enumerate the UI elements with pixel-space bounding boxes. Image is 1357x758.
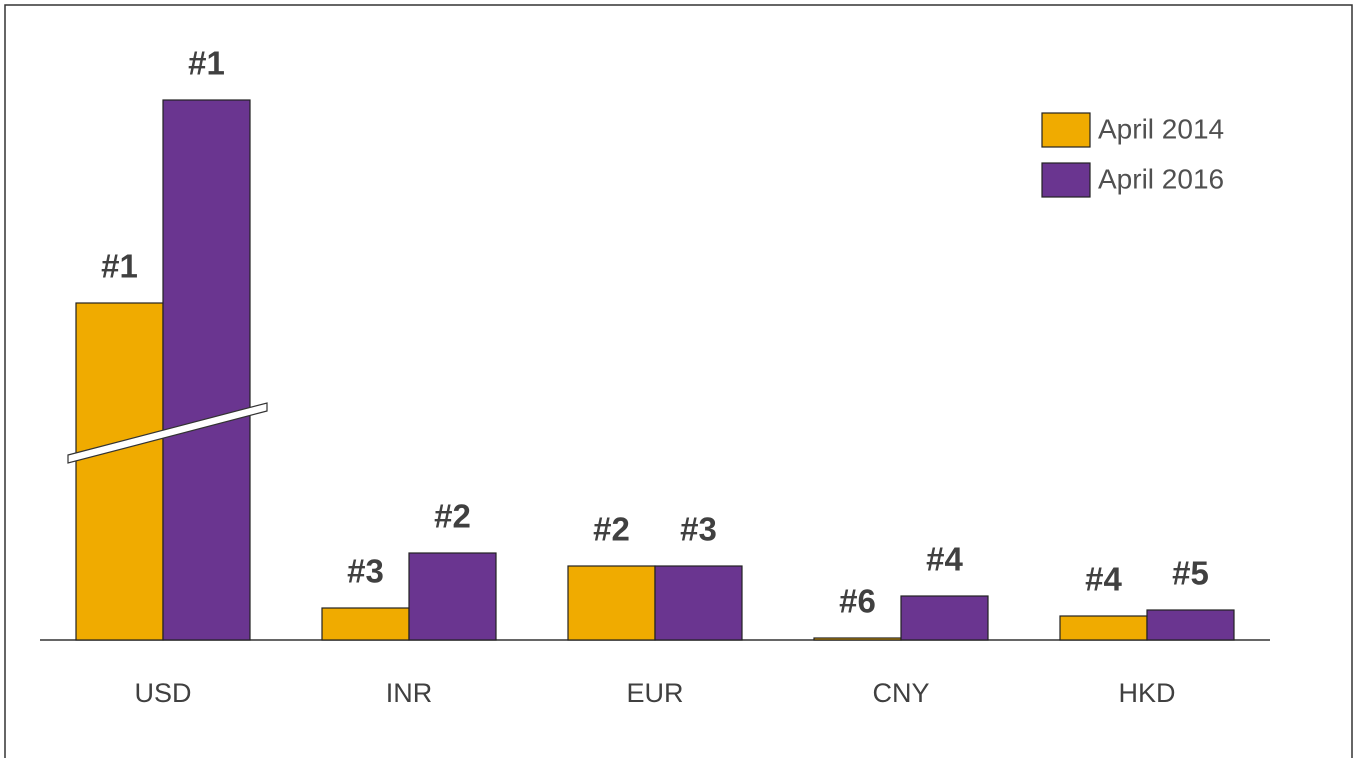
- bar: [408, 552, 497, 641]
- legend-label: April 2016: [1098, 163, 1224, 194]
- x-tick-label: CNY: [872, 678, 929, 708]
- legend-swatch: [1041, 112, 1091, 148]
- rank-label: #5: [1172, 555, 1209, 592]
- rank-label: #2: [434, 498, 471, 535]
- rank-label: #3: [347, 553, 384, 590]
- bar: [900, 595, 989, 641]
- x-tick-label: USD: [134, 678, 191, 708]
- bar: [75, 302, 164, 641]
- x-tick-label: EUR: [626, 678, 683, 708]
- bar: [1059, 615, 1148, 641]
- rank-label: #1: [101, 248, 138, 285]
- rank-label: #4: [926, 541, 963, 578]
- x-tick-label: HKD: [1118, 678, 1175, 708]
- rank-label: #4: [1085, 561, 1122, 598]
- rank-label: #6: [839, 583, 876, 620]
- frame: [4, 4, 1353, 758]
- bar: [162, 99, 251, 641]
- bar: [321, 607, 410, 641]
- bar: [813, 637, 902, 641]
- axis-break: [67, 402, 268, 464]
- rank-label: #1: [188, 45, 225, 82]
- legend-swatch: [1041, 162, 1091, 198]
- bar: [654, 565, 743, 641]
- bar: [1146, 609, 1235, 641]
- x-tick-label: INR: [386, 678, 433, 708]
- bar: [567, 565, 656, 641]
- rank-label: #3: [680, 511, 717, 548]
- legend-label: April 2014: [1098, 113, 1224, 144]
- rank-label: #2: [593, 511, 630, 548]
